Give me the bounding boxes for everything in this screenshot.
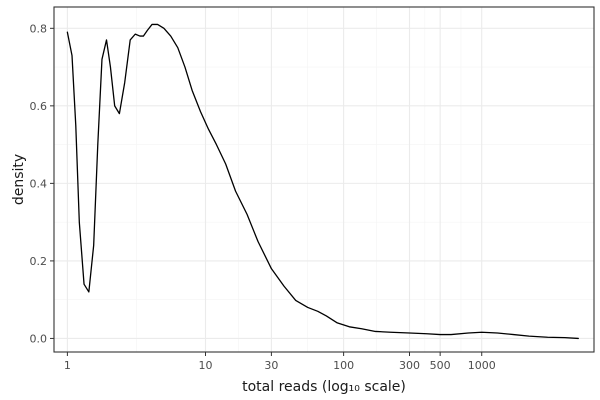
minor-gridlines [54, 7, 594, 352]
y-tick-label: 0.8 [30, 22, 48, 35]
y-tick-label: 0.6 [30, 100, 48, 113]
x-axis-title: total reads (log₁₀ scale) [242, 379, 406, 395]
x-tick-label: 500 [430, 359, 451, 372]
y-tick-label: 0.0 [30, 332, 48, 345]
x-tick-label: 10 [198, 359, 212, 372]
y-tick-label: 0.2 [30, 255, 48, 268]
x-tick-label: 1000 [468, 359, 496, 372]
y-tick-label: 0.4 [30, 177, 48, 190]
series-layer [66, 23, 579, 340]
x-tick-label: 30 [264, 359, 278, 372]
density-line-series-0 [66, 23, 579, 340]
x-tick-label: 300 [399, 359, 420, 372]
y-axis-title: density [11, 154, 27, 205]
major-gridlines [54, 7, 594, 352]
x-axis-ticks: 1 10 30 100 300 500 1000 [64, 352, 496, 372]
x-tick-label: 100 [333, 359, 354, 372]
x-tick-label: 1 [64, 359, 71, 372]
panel-border [53, 6, 595, 353]
y-axis-ticks: 0.0 0.2 0.4 0.6 0.8 [30, 22, 54, 345]
